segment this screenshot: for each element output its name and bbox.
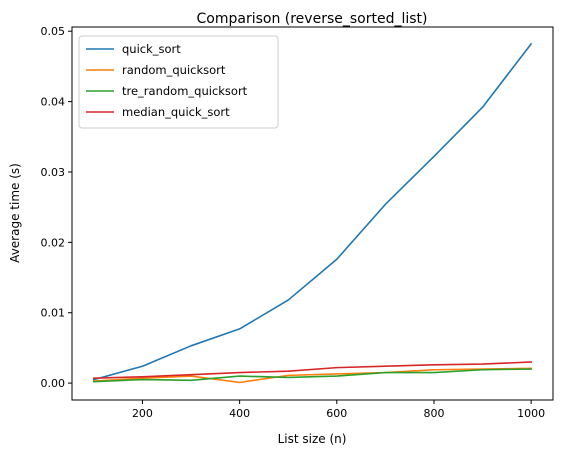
x-axis-label: List size (n) (278, 432, 347, 446)
x-tick-label: 200 (132, 407, 153, 420)
y-axis-label: Average time (s) (8, 163, 22, 263)
legend-label: median_quick_sort (122, 105, 230, 119)
y-tick-label: 0.03 (41, 166, 66, 179)
x-tick-label: 1000 (517, 407, 545, 420)
x-tick-label: 600 (326, 407, 347, 420)
chart-title: Comparison (reverse_sorted_list) (197, 11, 428, 27)
y-tick-label: 0.02 (41, 236, 66, 249)
legend-label: quick_sort (122, 42, 181, 56)
legend-items: quick_sort random_quicksort tre_random_qui… (86, 42, 248, 119)
y-axis-ticks: 0.00 0.01 0.02 0.03 0.04 0.05 (41, 25, 72, 390)
x-tick-label: 800 (423, 407, 444, 420)
x-tick-label: 400 (229, 407, 250, 420)
legend-label: random_quicksort (122, 63, 226, 77)
legend-label: tre_random_quicksort (122, 84, 248, 98)
y-tick-label: 0.00 (41, 377, 66, 390)
plot-area-frame (71, 26, 554, 401)
series-line-random-quicksort (93, 367, 532, 384)
series-line-quick-sort (92, 42, 533, 381)
series-layer (92, 42, 533, 384)
y-tick-label: 0.01 (41, 307, 66, 320)
series-line-median-quick-sort (93, 361, 532, 380)
legend: quick_sort random_quicksort tre_random_qui… (78, 35, 279, 129)
legend-box (78, 35, 279, 129)
series-line-tre-random-quicksort (93, 368, 532, 383)
y-tick-label: 0.05 (41, 25, 66, 38)
y-tick-label: 0.04 (41, 96, 66, 109)
x-axis-ticks: 200 400 600 800 1000 (132, 400, 545, 420)
